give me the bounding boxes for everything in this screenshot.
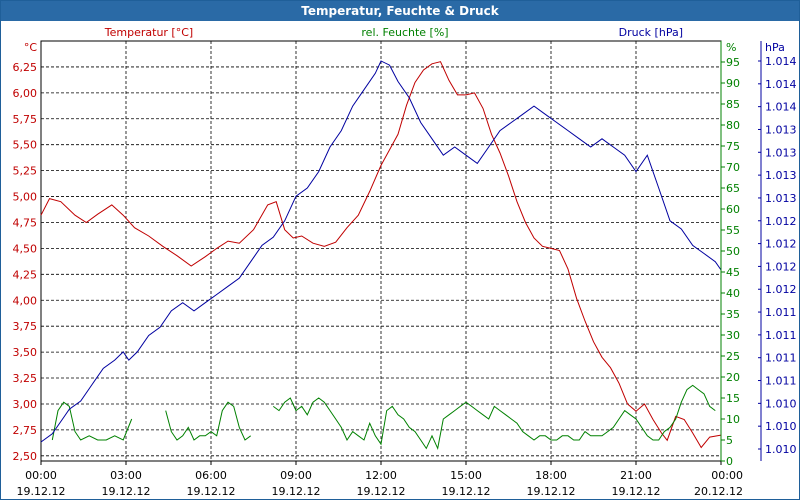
humidity-tick-label: 20	[726, 371, 740, 384]
temperature-tick-label: 4,25	[13, 268, 38, 281]
humidity-tick-label: 45	[726, 266, 740, 279]
temperature-tick-label: 3,50	[13, 346, 38, 359]
pressure-tick-label: 1.012	[765, 260, 797, 273]
x-tick-label-date: 19.12.12	[357, 485, 406, 498]
temperature-tick-label: 5,75	[13, 113, 38, 126]
x-tick-label-date: 19.12.12	[612, 485, 661, 498]
x-tick-label-date: 19.12.12	[272, 485, 321, 498]
temperature-tick-label: 5,25	[13, 165, 38, 178]
temperature-tick-label: 2,75	[13, 424, 38, 437]
temperature-tick-label: 6,00	[13, 87, 38, 100]
temperature-tick-label: 3,75	[13, 320, 38, 333]
pressure-tick-label: 1.011	[765, 375, 797, 388]
pressure-unit-label: hPa	[765, 41, 785, 54]
pressure-tick-label: 1.014	[765, 101, 797, 114]
temperature-tick-label: 5,50	[13, 139, 38, 152]
humidity-tick-label: 90	[726, 77, 740, 90]
axis-labels: 00:00 19.12.12 03:00 19.12.12 06:00 19.12.12 0…	[13, 26, 797, 498]
pressure-tick-label: 1.014	[765, 78, 797, 91]
x-tick-label-date: 19.12.12	[442, 485, 491, 498]
pressure-tick-label: 1.012	[765, 283, 797, 296]
x-tick-label-time: 06:00	[195, 469, 227, 482]
humidity-unit-label: %	[726, 41, 736, 54]
x-tick-label-date: 20.12.12	[694, 485, 743, 498]
pressure-tick-label: 1.010	[765, 443, 797, 456]
temperature-tick-label: 3,00	[13, 398, 38, 411]
pressure-tick-label: 1.011	[765, 306, 797, 319]
pressure-tick-label: 1.013	[765, 169, 797, 182]
chart-title: Temperatur, Feuchte & Druck	[1, 1, 799, 21]
humidity-tick-label: 50	[726, 245, 740, 258]
pressure-tick-label: 1.013	[765, 123, 797, 136]
x-tick-label-time: 21:00	[620, 469, 652, 482]
x-tick-label-date: 19.12.12	[187, 485, 236, 498]
x-tick-label-time: 12:00	[365, 469, 397, 482]
pressure-tick-label: 1.014	[765, 55, 797, 68]
temperature-tick-label: 4,75	[13, 216, 38, 229]
pressure-tick-label: 1.011	[765, 329, 797, 342]
humidity-tick-label: 40	[726, 287, 740, 300]
humidity-tick-label: 30	[726, 329, 740, 342]
pressure-tick-label: 1.012	[765, 238, 797, 251]
temperature-tick-label: 3,25	[13, 372, 38, 385]
humidity-tick-label: 75	[726, 140, 740, 153]
humidity-tick-label: 10	[726, 413, 740, 426]
humidity-tick-label: 15	[726, 392, 740, 405]
pressure-tick-label: 1.011	[765, 352, 797, 365]
humidity-tick-label: 5	[726, 434, 733, 447]
x-tick-label-time: 00:00	[711, 469, 743, 482]
humidity-tick-label: 85	[726, 98, 740, 111]
temperature-tick-label: 4,00	[13, 294, 38, 307]
humidity-tick-label: 80	[726, 119, 740, 132]
pressure-tick-label: 1.013	[765, 192, 797, 205]
x-tick-label-time: 18:00	[535, 469, 567, 482]
x-tick-label-date: 19.12.12	[102, 485, 151, 498]
temperature-unit-label: °C	[24, 41, 38, 54]
series-line-pressure	[40, 60, 722, 443]
temperature-tick-label: 5,00	[13, 191, 38, 204]
grid-lines	[41, 41, 721, 461]
temperature-tick-label: 4,50	[13, 242, 38, 255]
pressure-tick-label: 1.012	[765, 215, 797, 228]
series-lines	[40, 60, 722, 451]
x-tick-label-time: 15:00	[450, 469, 482, 482]
x-tick-label-time: 09:00	[280, 469, 312, 482]
x-tick-label-date: 19.12.12	[527, 485, 576, 498]
series-line-humidity	[51, 384, 716, 451]
humidity-tick-label: 35	[726, 308, 740, 321]
humidity-tick-label: 25	[726, 350, 740, 363]
pressure-tick-label: 1.013	[765, 146, 797, 159]
legend-humidity: rel. Feuchte [%]	[361, 26, 448, 39]
pressure-tick-label: 1.010	[765, 420, 797, 433]
x-tick-label-time: 00:00	[25, 469, 57, 482]
x-tick-label-time: 03:00	[110, 469, 142, 482]
legend-temperature: Temperatur [°C]	[104, 26, 193, 39]
humidity-tick-label: 55	[726, 224, 740, 237]
humidity-tick-label: 70	[726, 161, 740, 174]
legend-pressure: Druck [hPa]	[619, 26, 683, 39]
humidity-tick-label: 60	[726, 203, 740, 216]
humidity-tick-label: 95	[726, 56, 740, 69]
temperature-tick-label: 2,50	[13, 450, 38, 463]
series-line-temperature	[40, 61, 722, 449]
temperature-tick-label: 6,25	[13, 61, 38, 74]
humidity-tick-label: 0	[726, 455, 733, 468]
x-tick-label-date: 19.12.12	[17, 485, 66, 498]
pressure-tick-label: 1.010	[765, 397, 797, 410]
humidity-tick-label: 65	[726, 182, 740, 195]
